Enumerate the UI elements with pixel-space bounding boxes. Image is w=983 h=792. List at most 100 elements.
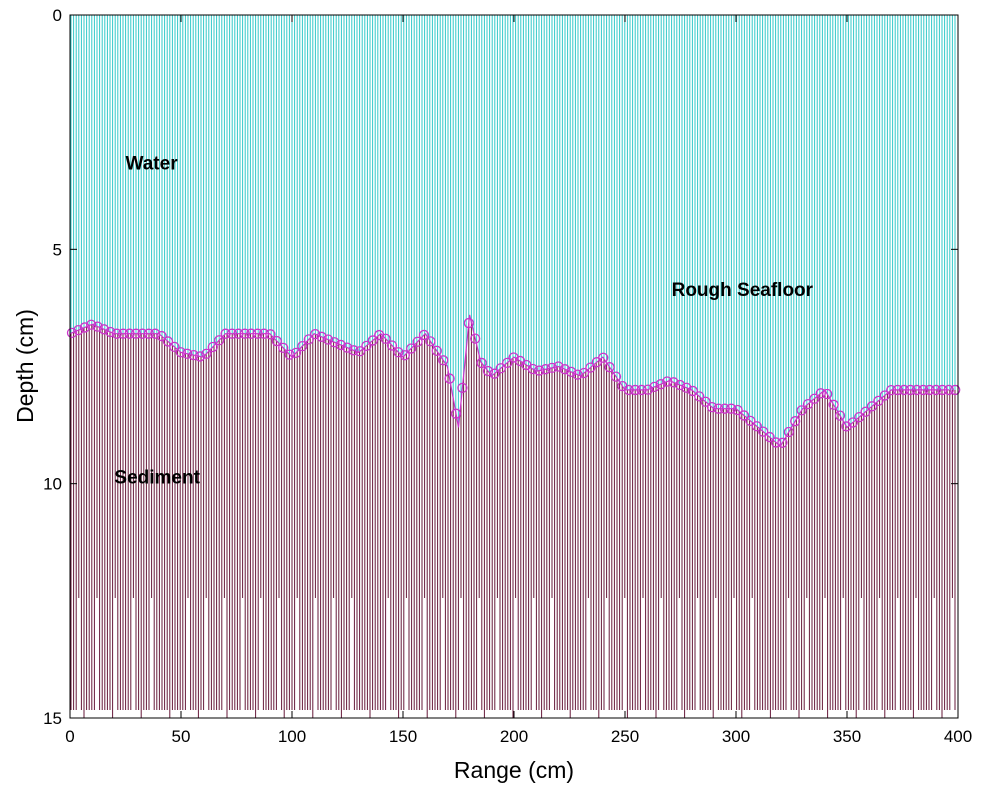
seafloor-point <box>809 393 820 404</box>
seafloor-point <box>303 334 314 345</box>
seafloor-point <box>700 396 711 407</box>
seafloor-point <box>598 352 609 363</box>
seafloor-point <box>399 350 410 361</box>
x-tick-label: 100 <box>278 727 306 746</box>
seafloor-point <box>444 373 455 384</box>
seafloor-point <box>214 335 225 346</box>
y-tick-label: 5 <box>53 240 62 259</box>
seafloor-point <box>66 327 78 338</box>
seafloor-point <box>367 335 378 346</box>
annotation-label: Sediment <box>114 468 200 489</box>
seafloor-point <box>796 405 807 416</box>
seafloor-point <box>585 362 596 373</box>
seafloor-point <box>764 431 775 443</box>
seafloor-point <box>73 324 84 336</box>
seafloor-point <box>278 342 289 353</box>
seafloor-point <box>201 348 212 359</box>
x-tick-label: 150 <box>389 727 417 746</box>
seafloor-point <box>342 342 353 353</box>
x-tick-label: 0 <box>65 727 74 746</box>
seafloor-point <box>879 390 890 401</box>
seafloor-point <box>674 379 686 391</box>
seafloor-point <box>393 347 404 358</box>
seafloor-point <box>329 337 340 348</box>
seafloor-point <box>847 417 858 428</box>
seafloor-point <box>470 333 481 344</box>
seafloor-point <box>553 361 564 372</box>
seafloor-point <box>450 408 462 419</box>
x-tick-label: 300 <box>722 727 750 746</box>
x-tick-label: 400 <box>944 727 972 746</box>
seafloor-point <box>182 348 193 359</box>
x-axis-label: Range (cm) <box>454 757 574 783</box>
x-tick-label: 200 <box>500 727 528 746</box>
seafloor-point <box>297 340 308 352</box>
seafloor-point <box>738 410 750 421</box>
seafloor-point <box>431 345 442 356</box>
seafloor-point <box>502 357 513 369</box>
seafloor-point <box>310 328 321 340</box>
annotation-label: Rough Seafloor <box>672 280 814 301</box>
seafloor-point <box>316 331 327 342</box>
seafloor-point <box>207 341 218 353</box>
seafloor-point <box>265 329 276 340</box>
seafloor-point <box>546 362 558 374</box>
seafloor-point <box>860 406 871 417</box>
seafloor-point <box>406 343 417 354</box>
seafloor-point <box>655 379 666 390</box>
seafloor-point <box>527 363 538 375</box>
seafloor-point <box>668 377 679 388</box>
seafloor-point <box>361 340 372 352</box>
seafloor-markers <box>66 314 961 448</box>
x-tick-label: 50 <box>172 727 191 746</box>
y-tick-label: 15 <box>43 709 62 728</box>
annotations: Water Rough Seafloor Sediment <box>114 154 813 489</box>
seafloor-point <box>578 367 590 379</box>
annotation-label: Water <box>126 154 179 175</box>
seafloor-point <box>566 366 577 378</box>
seafloor-point <box>418 329 430 341</box>
seafloor-point <box>783 426 794 438</box>
seafloor-point <box>687 385 698 397</box>
seafloor-point <box>188 349 199 361</box>
seafloor-point <box>386 340 398 351</box>
seafloor-point <box>438 355 449 366</box>
seafloor-point <box>79 322 90 333</box>
seafloor-point <box>92 321 103 332</box>
seafloor-point <box>380 333 391 344</box>
seafloor-point <box>162 336 174 347</box>
seafloor-point <box>271 335 282 347</box>
axes <box>69 14 959 719</box>
seafloor-point <box>508 352 519 363</box>
seafloor-point <box>540 364 551 375</box>
seafloor-point <box>482 365 494 377</box>
seafloor-point <box>156 330 167 342</box>
seafloor-point <box>649 381 660 393</box>
seafloor-point <box>559 364 570 375</box>
seafloor-point <box>86 319 97 330</box>
seafloor-point <box>175 347 186 358</box>
seafloor-point <box>745 415 756 426</box>
seafloor-point <box>425 336 436 347</box>
seafloor-point <box>706 402 718 413</box>
seafloor-point <box>790 416 801 427</box>
seafloor-point <box>802 398 814 410</box>
seafloor-point <box>495 363 506 374</box>
seafloor-point <box>834 410 846 421</box>
seafloor-point <box>105 326 116 338</box>
seafloor-point <box>322 334 334 345</box>
x-tick-label: 250 <box>611 727 639 746</box>
x-tick-label: 350 <box>833 727 861 746</box>
y-tick-label: 0 <box>53 6 62 25</box>
seafloor-point <box>694 391 705 402</box>
y-tick-label: 10 <box>43 475 62 494</box>
seafloor-point <box>412 336 423 347</box>
seafloor-point <box>476 357 487 369</box>
seafloor-point <box>98 324 110 335</box>
seafloor-point <box>777 437 788 448</box>
water-region <box>70 15 958 718</box>
seafloor-point <box>290 347 302 359</box>
seafloor-point <box>681 382 692 393</box>
seafloor-point <box>169 341 180 353</box>
